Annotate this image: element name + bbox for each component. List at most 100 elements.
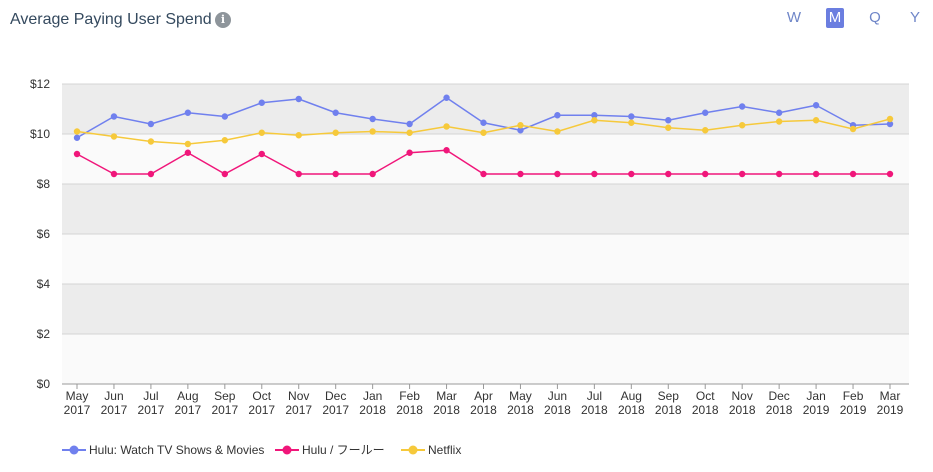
data-point-series-3 — [886, 115, 894, 123]
data-point-series-3 — [849, 125, 857, 133]
data-point-series-3 — [147, 138, 155, 145]
data-point-series-3 — [591, 117, 598, 124]
data-point-series-1 — [665, 117, 672, 124]
y-tick-label: $10 — [30, 127, 50, 141]
x-tick-label-year: 2018 — [618, 403, 645, 417]
data-point-series-3 — [812, 117, 820, 124]
data-point-series-2 — [184, 149, 192, 156]
data-point-series-1 — [221, 113, 229, 120]
period-q-button[interactable]: Q — [869, 9, 881, 26]
plot-band — [62, 84, 909, 134]
data-point-series-2 — [628, 170, 635, 178]
data-point-series-1 — [73, 134, 81, 141]
x-tick-label-month: Oct — [252, 389, 271, 403]
x-tick-label-month: Jan — [806, 389, 825, 403]
plot-band — [62, 334, 909, 384]
x-tick-label-month: Aug — [177, 389, 198, 403]
data-point-series-3 — [110, 133, 118, 140]
x-tick-label-month: Nov — [732, 389, 753, 403]
chart-title: Average Paying User Spend — [10, 11, 212, 28]
data-point-series-3 — [665, 124, 672, 131]
x-tick-label-year: 2017 — [138, 403, 165, 417]
period-y-button[interactable]: Y — [909, 9, 920, 26]
data-point-series-2 — [369, 170, 376, 178]
x-tick-label-year: 2019 — [803, 403, 830, 417]
y-tick-label: $12 — [30, 77, 50, 91]
x-tick-label-month: May — [66, 389, 89, 403]
data-point-series-2 — [221, 170, 229, 178]
x-tick-label-year: 2018 — [692, 403, 719, 417]
data-point-series-1 — [480, 119, 487, 126]
data-point-series-2 — [517, 170, 524, 178]
y-tick-label: $8 — [37, 177, 51, 191]
data-point-series-2 — [702, 170, 709, 178]
data-point-series-1 — [702, 109, 709, 116]
data-point-series-1 — [443, 94, 450, 101]
data-point-series-2 — [738, 170, 746, 178]
info-icon[interactable]: i — [215, 12, 231, 28]
data-point-series-1 — [406, 120, 413, 128]
data-point-series-3 — [406, 129, 413, 136]
y-tick-label: $0 — [37, 377, 51, 391]
legend-label: Netflix — [428, 443, 462, 457]
data-point-series-1 — [554, 112, 561, 119]
legend-swatch-marker — [408, 445, 418, 455]
plot-band — [62, 184, 909, 234]
period-w-button[interactable]: W — [786, 9, 802, 26]
y-tick-label: $2 — [37, 327, 51, 341]
legend-label: Hulu / フールー — [302, 443, 385, 457]
data-point-series-1 — [628, 113, 635, 120]
data-point-series-3 — [443, 123, 450, 130]
x-tick-label-month: Sep — [658, 389, 680, 403]
x-tick-label-month: Mar — [880, 389, 901, 403]
x-tick-label-year: 2017 — [101, 403, 128, 417]
y-tick-label: $6 — [37, 227, 51, 241]
data-point-series-1 — [738, 103, 746, 110]
x-tick-label-year: 2018 — [766, 403, 793, 417]
data-point-series-2 — [406, 149, 413, 156]
x-tick-label-month: Jun — [104, 389, 123, 403]
data-point-series-2 — [73, 150, 81, 158]
y-tick-label: $4 — [37, 277, 51, 291]
data-point-series-2 — [812, 170, 820, 178]
x-tick-label-month: Oct — [696, 389, 715, 403]
data-point-series-3 — [295, 132, 302, 139]
x-tick-label-month: Jul — [587, 389, 602, 403]
x-tick-label-year: 2017 — [64, 403, 91, 417]
chart-header: Average Paying User Spend i W M Q Y — [8, 8, 925, 34]
x-tick-label-month: Aug — [621, 389, 642, 403]
data-point-series-2 — [665, 170, 672, 178]
data-point-series-2 — [332, 170, 339, 178]
data-point-series-3 — [73, 128, 81, 135]
x-tick-label-year: 2018 — [729, 403, 756, 417]
data-point-series-3 — [221, 137, 229, 144]
x-tick-label-year: 2018 — [433, 403, 460, 417]
legend-label: Hulu: Watch TV Shows & Movies — [89, 443, 265, 457]
data-point-series-1 — [147, 120, 155, 128]
data-point-series-2 — [591, 170, 598, 178]
x-tick-label-month: Feb — [843, 389, 864, 403]
data-point-series-3 — [775, 118, 783, 125]
data-point-series-1 — [258, 99, 265, 106]
x-tick-label-year: 2017 — [175, 403, 202, 417]
legend-swatch-marker — [69, 445, 79, 455]
x-tick-label-month: May — [509, 389, 532, 403]
data-point-series-3 — [480, 129, 487, 136]
data-point-series-2 — [775, 170, 783, 178]
data-point-series-2 — [295, 170, 302, 178]
x-tick-label-year: 2018 — [507, 403, 534, 417]
data-point-series-1 — [812, 102, 820, 109]
data-point-series-1 — [775, 109, 783, 116]
x-tick-label-year: 2019 — [877, 403, 904, 417]
x-tick-label-year: 2017 — [211, 403, 238, 417]
x-tick-label-year: 2018 — [655, 403, 682, 417]
data-point-series-3 — [628, 119, 635, 126]
data-point-series-2 — [849, 170, 857, 178]
period-m-button[interactable]: M — [826, 8, 844, 28]
data-point-series-2 — [258, 150, 265, 158]
x-tick-label-month: Sep — [214, 389, 236, 403]
x-tick-label-year: 2017 — [322, 403, 349, 417]
data-point-series-2 — [147, 170, 155, 178]
data-point-series-1 — [517, 127, 524, 134]
